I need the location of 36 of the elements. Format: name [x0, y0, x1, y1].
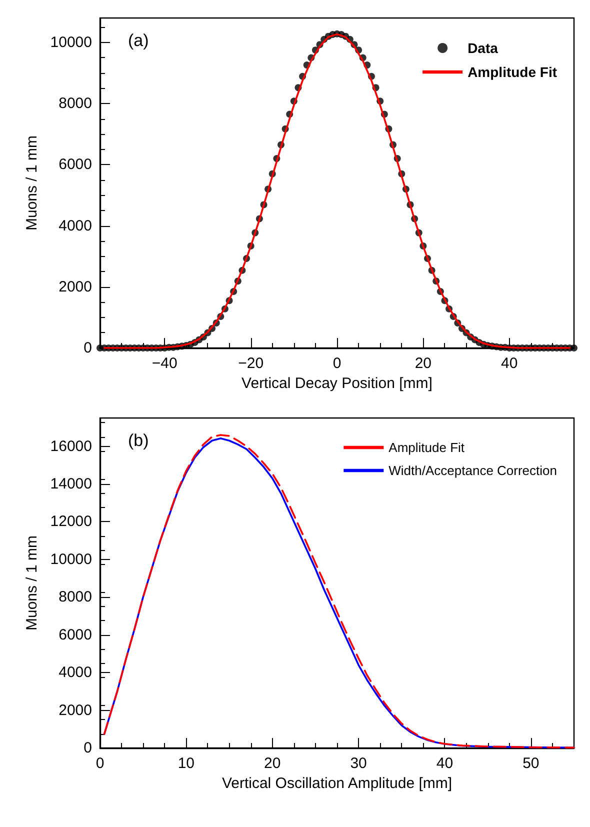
legend-label: Width/Acceptance Correction — [388, 463, 558, 478]
x-tick-label: 40 — [501, 355, 518, 372]
x-tick-label: 0 — [332, 355, 342, 372]
y-tick-label: 2000 — [58, 278, 92, 296]
x-tick-label: 0 — [96, 755, 104, 772]
y-axis-title: Muons / 1 mm — [23, 135, 40, 231]
y-tick-label: 10000 — [50, 550, 92, 568]
y-tick-label: 8000 — [58, 588, 92, 606]
y-tick-label: 8000 — [58, 95, 92, 112]
x-axis-title: Vertical Oscillation Amplitude [mm] — [222, 775, 452, 792]
x-tick-label: 40 — [436, 755, 454, 772]
x-tick-label: 30 — [350, 755, 367, 772]
y-tick-label: 6000 — [58, 626, 92, 644]
x-tick-label: −40 — [152, 355, 178, 372]
annotation: (b) — [128, 431, 149, 450]
y-axis-title: Muons / 1 mm — [23, 535, 40, 631]
x-axis-title: Vertical Decay Position [mm] — [242, 375, 432, 392]
x-tick-label: 20 — [264, 755, 281, 772]
x-tick-label: −20 — [238, 355, 264, 372]
y-tick-label: 6000 — [58, 156, 92, 174]
y-tick-label: 4000 — [58, 664, 92, 682]
y-tick-label: 0 — [84, 740, 92, 756]
x-tick-label: 20 — [414, 355, 432, 372]
y-tick-label: 14000 — [50, 476, 92, 492]
x-tick-label: 10 — [178, 755, 195, 772]
y-tick-label: 4000 — [58, 217, 92, 234]
y-tick-label: 16000 — [50, 438, 92, 455]
y-tick-label: 0 — [84, 340, 92, 356]
y-tick-label: 10000 — [50, 34, 92, 51]
x-tick-label: 50 — [522, 755, 540, 772]
legend-label: Data — [468, 40, 498, 56]
annotation: (a) — [128, 31, 149, 50]
legend-label: Amplitude Fit — [468, 64, 558, 80]
y-tick-label: 2000 — [58, 702, 92, 719]
legend-label: Amplitude Fit — [388, 440, 465, 455]
y-tick-label: 12000 — [50, 513, 92, 530]
